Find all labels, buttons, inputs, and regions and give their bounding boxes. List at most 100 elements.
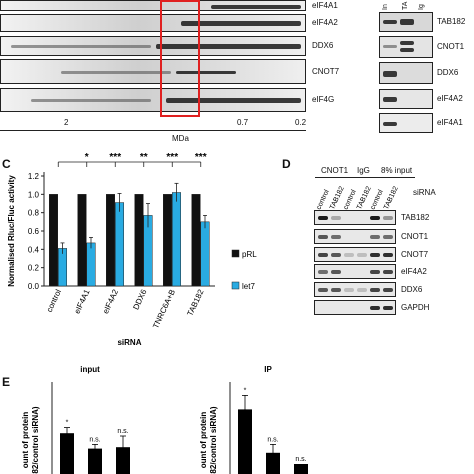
gel-label-2: DDX6 xyxy=(312,41,334,50)
y-axis-label: 82/control siRNA) xyxy=(31,406,40,473)
blot-d-label: CNOT1 xyxy=(401,232,429,241)
legend-swatch xyxy=(231,281,240,290)
gel-label-3: CNOT7 xyxy=(312,67,340,76)
blot-band xyxy=(383,270,393,274)
bar-let7 xyxy=(115,202,124,287)
bar-pRL xyxy=(49,194,58,287)
gel-cnot7 xyxy=(0,59,306,84)
blot-band xyxy=(370,216,380,220)
blot-b-tab182 xyxy=(379,12,433,32)
bar-pRL xyxy=(106,194,115,287)
panel-b-row-4: eIF4A1 xyxy=(437,118,463,127)
bar xyxy=(60,433,74,474)
x-tick-label: TAB182 xyxy=(185,288,205,318)
blot-band xyxy=(331,288,341,292)
sirna-label: TAB182 xyxy=(383,185,400,211)
y-tick-label: 0.2 xyxy=(28,264,40,273)
blot-band xyxy=(370,306,380,310)
gel-eif4a2 xyxy=(0,14,306,32)
sig-label: *** xyxy=(195,152,207,163)
panel-c-letter: C xyxy=(2,157,11,171)
blot-band xyxy=(318,216,328,220)
panel-b-row-3: eIF4A2 xyxy=(437,94,463,103)
panel-c-chart: 0.0 0.2 0.4 0.6 0.8 1.0 1.2 Normalised Rluc/Flu… xyxy=(7,152,257,347)
sig-label: ** xyxy=(140,152,148,163)
blot-band xyxy=(331,270,341,274)
sig-label: *** xyxy=(166,152,178,163)
blot-d-label: eIF4A2 xyxy=(401,267,427,276)
bar xyxy=(88,448,102,474)
blot-band xyxy=(331,235,341,239)
blot-d-cnot1 xyxy=(314,229,396,244)
blot-band xyxy=(318,235,328,239)
panel-b-col-2: Ig xyxy=(418,4,425,10)
blot-band xyxy=(331,216,341,220)
blot-band xyxy=(383,235,393,239)
x-tick-label: DDX6 xyxy=(131,288,148,312)
blot-d-label: DDX6 xyxy=(401,285,423,294)
blot-band xyxy=(383,306,393,310)
legend-label: let7 xyxy=(242,282,255,291)
blot-band xyxy=(370,270,380,274)
blot-d-tab182 xyxy=(314,210,396,225)
panel-d-header-1: IgG xyxy=(357,166,370,175)
panel-d-header-line xyxy=(315,177,415,178)
significance-label: n.s. xyxy=(267,436,278,443)
panel-e-letter: E xyxy=(2,375,11,389)
y-tick-label: 0.6 xyxy=(28,227,40,236)
y-tick-label: 0.8 xyxy=(28,209,40,218)
gel-ddx6 xyxy=(0,36,306,56)
x-tick-label: TNRC6A+B xyxy=(151,288,177,330)
y-axis-label: 82/control siRNA) xyxy=(209,406,218,473)
bar-let7 xyxy=(200,221,210,287)
blot-band xyxy=(344,253,354,257)
blot-b-cnot1 xyxy=(379,36,433,58)
blot-d-gapdh xyxy=(314,300,396,315)
mda-tick-0: 2 xyxy=(64,118,69,127)
gel-label-0: eIF4A1 xyxy=(312,1,338,10)
blot-band xyxy=(331,253,341,257)
blot-band xyxy=(370,253,380,257)
blot-band xyxy=(383,288,393,292)
panel-d-sirna-label: siRNA xyxy=(413,188,436,197)
x-tick-label: control xyxy=(45,288,63,314)
bar-let7 xyxy=(86,242,96,287)
y-tick-label: 1.0 xyxy=(28,190,40,199)
mda-tick-1: 0.7 xyxy=(237,118,249,127)
panel-b-row-1: CNOT1 xyxy=(437,42,465,51)
bar-pRL xyxy=(77,194,87,287)
blot-band xyxy=(318,253,328,257)
significance-label: n.s. xyxy=(117,428,128,435)
gel-eif4g xyxy=(0,88,306,112)
bar xyxy=(294,464,308,474)
sig-label: * xyxy=(85,152,89,163)
bar-let7 xyxy=(172,192,181,287)
blot-d-label: TAB182 xyxy=(401,213,430,222)
blot-band xyxy=(370,288,380,292)
panel-d-header-2: 8% input xyxy=(381,166,413,175)
significance-label: n.s. xyxy=(89,436,100,443)
y-axis-label: Normalised Rluc/Fluc activity xyxy=(7,175,16,287)
highlight-box xyxy=(160,0,200,117)
blot-d-label: CNOT7 xyxy=(401,250,429,259)
gel-label-1: eIF4A2 xyxy=(312,18,338,27)
blot-d-ddx6 xyxy=(314,282,396,297)
legend-swatch xyxy=(231,249,240,258)
blot-band xyxy=(357,288,367,292)
panel-b-row-2: DDX6 xyxy=(437,68,459,77)
significance-label: * xyxy=(244,387,247,394)
blot-b-eif4a1 xyxy=(379,113,433,133)
x-tick-label: eIF4A2 xyxy=(101,288,120,316)
blot-d-cnot7 xyxy=(314,247,396,262)
blot-b-ddx6 xyxy=(379,62,433,84)
mda-tick-2: 0.2 xyxy=(295,118,307,127)
legend-label: pRL xyxy=(242,250,257,259)
significance-label: * xyxy=(66,420,69,427)
panel-d-header-0: CNOT1 xyxy=(321,166,349,175)
panel-b-col-0: In xyxy=(382,4,389,10)
x-tick-label: eIF4A1 xyxy=(73,288,92,316)
bar-pRL xyxy=(134,194,144,287)
chart-title: input xyxy=(80,365,100,374)
